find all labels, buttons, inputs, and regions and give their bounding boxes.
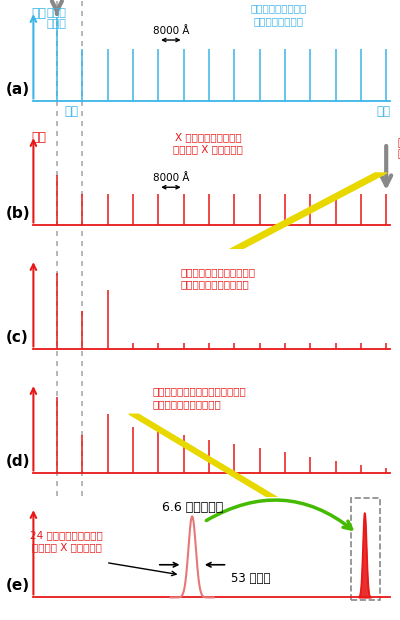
Text: (a): (a)	[6, 82, 30, 97]
Text: 6.6 テラワット: 6.6 テラワット	[162, 500, 223, 513]
Text: 電流: 電流	[32, 7, 46, 20]
Bar	[351, 498, 380, 600]
Text: ターゲット
パルス: ターゲット パルス	[398, 138, 400, 159]
Text: X 線パルスがくし状に
分布した X 線レーザー: X 線パルスがくし状に 分布した X 線レーザー	[173, 132, 243, 154]
Text: 53 アト秒: 53 アト秒	[231, 572, 271, 585]
Text: (b): (b)	[6, 206, 30, 221]
Text: 強度: 強度	[32, 131, 46, 144]
Text: 8000 Å: 8000 Å	[153, 173, 189, 183]
Text: 24 台のアンジュレータ
通過後の X 線レーザー: 24 台のアンジュレータ 通過後の X 線レーザー	[30, 530, 103, 552]
Text: (d): (d)	[6, 454, 30, 469]
Text: 8000 Å: 8000 Å	[153, 25, 189, 35]
Text: くし状の電流ピーク
を持つ電子ビーム: くし状の電流ピーク を持つ電子ビーム	[250, 3, 306, 26]
Text: ターゲットパルスを前方のピーク
に一致させて増幅を継続: ターゲットパルスを前方のピーク に一致させて増幅を継続	[153, 387, 247, 409]
Text: (e): (e)	[6, 578, 30, 593]
Text: (c): (c)	[6, 330, 29, 345]
Text: テイル
ピーク: テイル ピーク	[47, 8, 67, 30]
Text: 前方: 前方	[376, 105, 390, 118]
Text: 後方: 後方	[65, 105, 79, 118]
Text: ターゲットパルスをテイル
ピークに一致させて増幅: ターゲットパルスをテイル ピークに一致させて増幅	[180, 267, 256, 290]
